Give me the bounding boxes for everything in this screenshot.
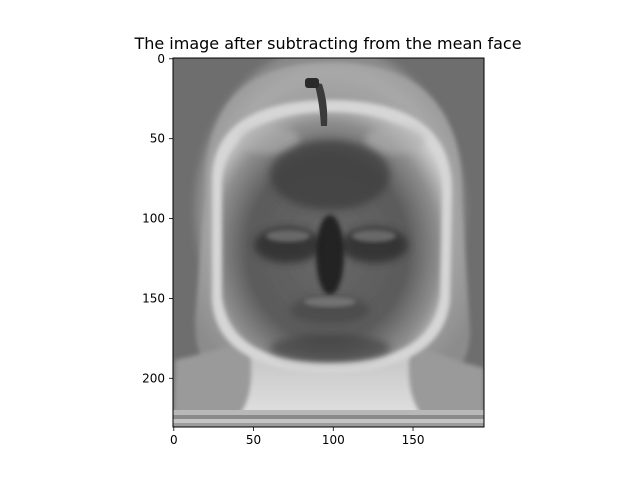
x-tick-label: 0 bbox=[170, 433, 178, 447]
y-tick-label: 0 bbox=[157, 52, 165, 66]
image-content bbox=[173, 58, 484, 427]
y-tick-label: 100 bbox=[142, 212, 165, 226]
x-tick-label: 50 bbox=[246, 433, 261, 447]
axes-frame bbox=[172, 57, 485, 428]
x-tick-label: 150 bbox=[402, 433, 425, 447]
y-axis: 0 50 100 150 200 bbox=[142, 52, 173, 385]
x-axis: 0 50 100 150 bbox=[170, 427, 425, 447]
x-tick-label: 100 bbox=[322, 433, 345, 447]
chart-title: The image after subtracting from the mea… bbox=[133, 34, 521, 53]
y-tick-label: 150 bbox=[142, 291, 165, 305]
y-tick-label: 200 bbox=[142, 371, 165, 385]
y-tick-label: 50 bbox=[150, 132, 165, 146]
